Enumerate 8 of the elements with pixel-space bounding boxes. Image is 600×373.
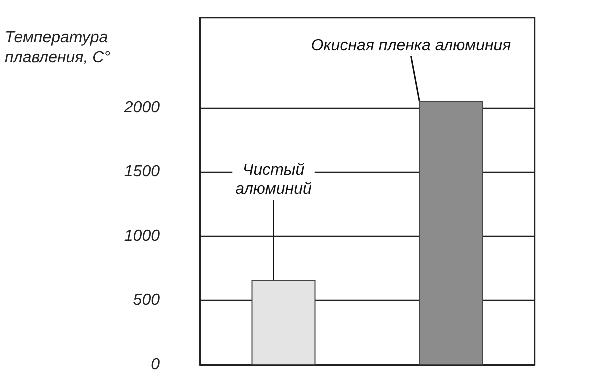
annotation: Окисная пленка алюминия	[311, 38, 512, 55]
annotation: Чистый алюминий	[236, 162, 312, 198]
y-tick-label: 1500	[124, 164, 160, 181]
y-tick-label: 1000	[124, 228, 160, 245]
y-tick-label: 0	[151, 356, 160, 373]
y-tick-label: 2000	[123, 99, 160, 116]
y-axis-title: Температура плавления, С°	[5, 30, 112, 66]
y-tick-label: 500	[133, 292, 160, 310]
